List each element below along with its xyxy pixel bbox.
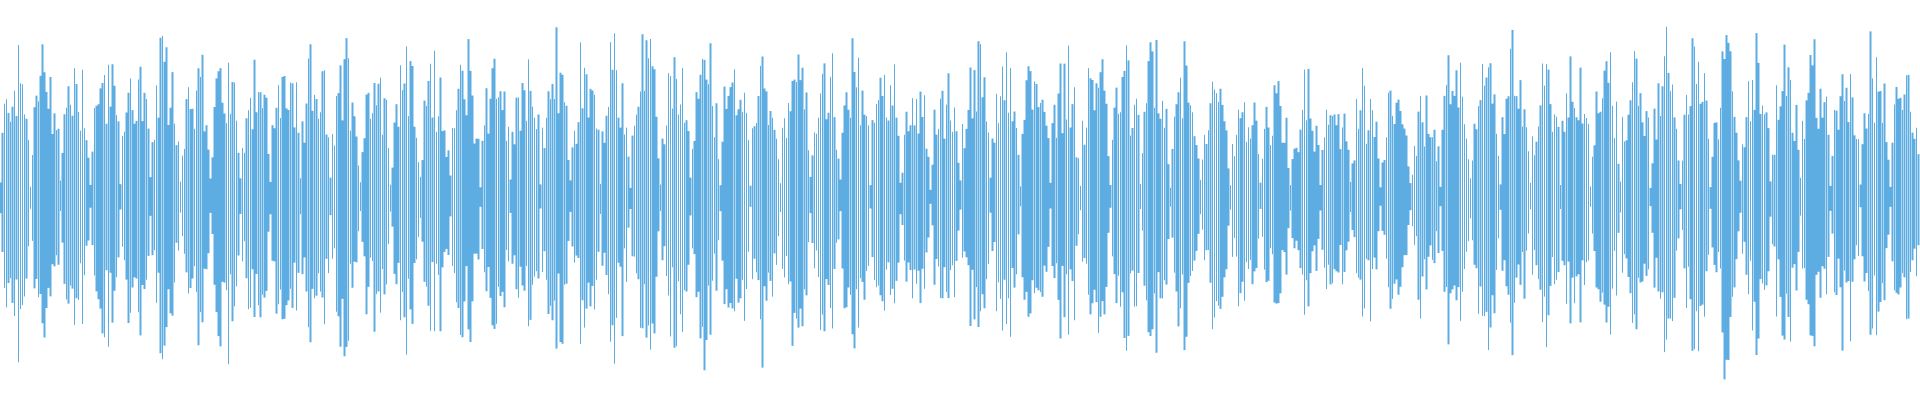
audio-waveform: [0, 26, 1920, 380]
